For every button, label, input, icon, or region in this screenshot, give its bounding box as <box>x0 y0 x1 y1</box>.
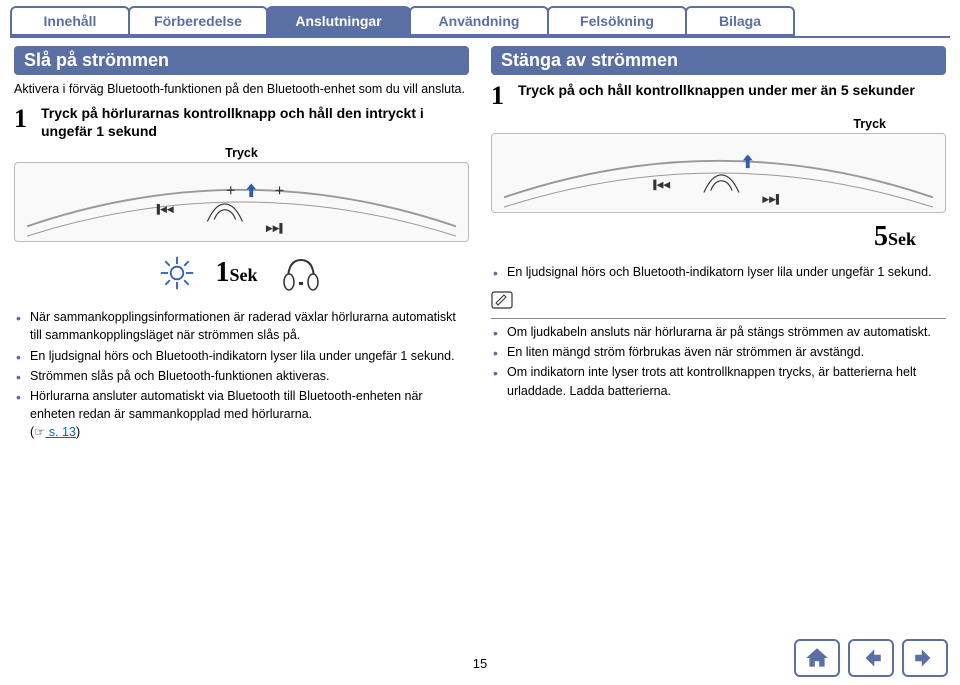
back-button[interactable] <box>848 639 894 677</box>
page-ref-link[interactable]: s. 13 <box>45 425 76 439</box>
list-item: En liten mängd ström förbrukas även när … <box>493 343 946 361</box>
left-column: Slå på strömmen Aktivera i förväg Blueto… <box>14 46 469 443</box>
tab-anslutningar[interactable]: Anslutningar <box>266 6 411 36</box>
arrow-right-icon <box>912 645 938 671</box>
diagram-right: ▐◀◀ ▶▶▌ <box>491 133 946 213</box>
bullets-left: När sammankopplingsinformationen är rade… <box>16 308 469 441</box>
home-icon <box>804 645 830 671</box>
diagram-left: ▐◀◀ ▶▶▌ <box>14 162 469 242</box>
right-column: Stänga av strömmen 1 Tryck på och håll k… <box>491 46 946 443</box>
tab-användning[interactable]: Användning <box>409 6 549 36</box>
svg-text:▐◀◀: ▐◀◀ <box>154 204 174 215</box>
tab-bilaga[interactable]: Bilaga <box>685 6 795 36</box>
svg-text:▐◀◀: ▐◀◀ <box>650 180 670 191</box>
list-item: Om indikatorn inte lyser trots att kontr… <box>493 363 946 399</box>
note-pencil-icon <box>491 291 513 309</box>
list-item: En ljudsignal hörs och Bluetooth-indikat… <box>16 347 469 365</box>
list-item: Om ljudkabeln ansluts när hörlurarna är … <box>493 323 946 341</box>
sek-label-left: 1Sek <box>215 257 257 289</box>
forward-button[interactable] <box>902 639 948 677</box>
list-item: Strömmen slås på och Bluetooth-funktione… <box>16 367 469 385</box>
bullets-right-main: En ljudsignal hörs och Bluetooth-indikat… <box>493 263 946 281</box>
svg-text:▶▶▌: ▶▶▌ <box>266 224 286 235</box>
note-divider <box>491 318 946 319</box>
step-number-right: 1 <box>491 81 504 111</box>
step-text-left: Tryck på hörlurarnas kontrollknapp och h… <box>41 104 469 140</box>
intro-text-left: Aktivera i förväg Bluetooth-funktionen p… <box>14 81 469 98</box>
list-item: En ljudsignal hörs och Bluetooth-indikat… <box>493 263 946 281</box>
tab-felsökning[interactable]: Felsökning <box>547 6 687 36</box>
tab-förberedelse[interactable]: Förberedelse <box>128 6 268 36</box>
page-number: 15 <box>473 656 487 671</box>
heading-power-off: Stänga av strömmen <box>491 46 946 75</box>
footer-nav <box>794 639 948 677</box>
arrow-left-icon <box>858 645 884 671</box>
notes-right: Om ljudkabeln ansluts när hörlurarna är … <box>493 323 946 400</box>
tab-innehåll[interactable]: Innehåll <box>10 6 130 36</box>
list-item: När sammankopplingsinformationen är rade… <box>16 308 469 344</box>
tryck-label-right: Tryck <box>491 117 946 131</box>
tryck-label-left: Tryck <box>14 146 469 160</box>
heading-power-on: Slå på strömmen <box>14 46 469 75</box>
headphone-icon <box>278 250 324 296</box>
step-text-right: Tryck på och håll kontrollknappen under … <box>518 81 946 99</box>
sek-label-right: 5Sek <box>874 221 916 252</box>
sek-row-left: 1Sek <box>14 250 469 296</box>
step-number-left: 1 <box>14 104 27 134</box>
nav-tabs: InnehållFörberedelseAnslutningarAnvändni… <box>0 0 960 36</box>
indicator-burst-icon <box>159 255 195 291</box>
svg-text:▶▶▌: ▶▶▌ <box>762 194 782 205</box>
list-item: Hörlurarna ansluter automatiskt via Blue… <box>16 387 469 441</box>
home-button[interactable] <box>794 639 840 677</box>
